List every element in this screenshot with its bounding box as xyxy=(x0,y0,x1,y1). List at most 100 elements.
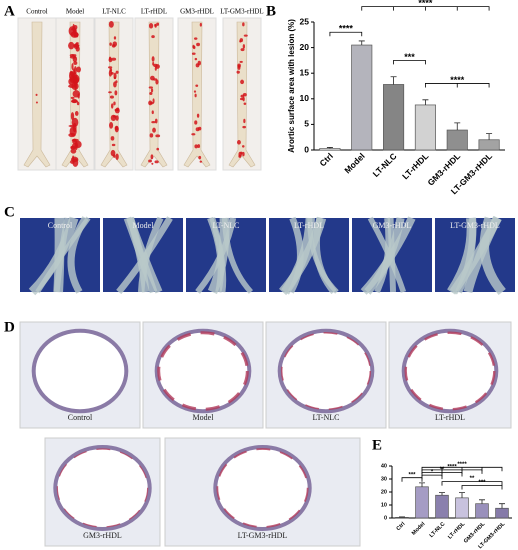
lesion xyxy=(71,82,79,91)
error-bar xyxy=(390,76,397,85)
photo-label: Model xyxy=(193,413,215,422)
lesion xyxy=(197,60,201,66)
lesion xyxy=(110,103,114,109)
plaque xyxy=(280,331,372,411)
lesion xyxy=(72,56,78,63)
error-bar xyxy=(358,40,365,46)
y-tick-label: 10 xyxy=(381,502,387,508)
significance-label: *** xyxy=(404,52,415,62)
lesion xyxy=(110,114,117,121)
lesion xyxy=(236,70,240,74)
y-tick-label: 25 xyxy=(300,16,310,26)
photo-label: GM3-rHDL xyxy=(373,221,412,230)
aorta xyxy=(100,21,128,168)
lesion xyxy=(115,153,119,160)
lesion xyxy=(75,46,80,52)
aorta xyxy=(228,21,256,168)
vessel xyxy=(123,216,158,294)
lesion xyxy=(152,98,155,104)
lesion xyxy=(72,23,75,32)
y-tick-label: 0 xyxy=(304,144,309,154)
lesion xyxy=(150,88,154,93)
lesion xyxy=(71,63,74,70)
photo-label: Control xyxy=(26,8,47,16)
x-tick-label: Ctrl xyxy=(317,151,334,168)
photo-label: Model xyxy=(66,8,84,16)
lesion xyxy=(243,118,246,124)
lesion xyxy=(194,93,197,98)
lesion xyxy=(73,61,78,65)
lesion xyxy=(199,22,202,27)
lesion xyxy=(242,145,245,148)
lesion xyxy=(196,42,201,47)
lesion xyxy=(76,101,80,106)
lesion xyxy=(242,22,245,27)
bar xyxy=(435,494,449,519)
lesion xyxy=(242,151,245,157)
lesion xyxy=(70,96,75,99)
lesion xyxy=(242,96,245,102)
vessel xyxy=(307,217,339,294)
vessel-wall xyxy=(31,328,129,414)
lesion xyxy=(151,56,155,62)
x-tick-label: LT-NLC xyxy=(429,521,447,539)
lesion xyxy=(156,22,160,26)
lesion xyxy=(151,35,155,39)
lesion xyxy=(191,133,196,136)
photo-label: LT-rHDL xyxy=(294,221,324,230)
error-bar xyxy=(422,99,429,105)
vessel-wall xyxy=(401,328,499,414)
lesion xyxy=(192,44,195,49)
bar xyxy=(319,148,341,151)
lesion xyxy=(114,125,119,133)
lesion xyxy=(237,63,241,68)
lesion xyxy=(109,67,113,72)
error-bar xyxy=(439,492,445,496)
photo-label: LT-rHDL xyxy=(141,8,167,16)
error-bar xyxy=(459,492,465,498)
lesion xyxy=(149,92,153,95)
lesion xyxy=(153,63,158,68)
lesion xyxy=(113,101,116,106)
lesion xyxy=(109,122,114,129)
significance-bracket xyxy=(329,31,363,37)
significance-bracket xyxy=(425,83,490,88)
lesion xyxy=(155,134,161,138)
photo-label: Model xyxy=(133,221,155,230)
lesion xyxy=(71,138,79,142)
lesion xyxy=(77,93,80,99)
lesion xyxy=(152,127,156,133)
photo-label: LT-GM3-rHDL xyxy=(220,8,263,16)
lesion xyxy=(75,42,79,45)
lesion xyxy=(70,146,73,149)
lesion xyxy=(70,112,75,121)
lesion xyxy=(151,162,154,165)
vessel xyxy=(35,216,91,294)
lesion xyxy=(154,118,158,124)
significance-bracket xyxy=(421,474,443,480)
bar xyxy=(455,497,469,519)
bar xyxy=(351,44,373,151)
lesion xyxy=(194,120,198,125)
vessel xyxy=(287,216,304,294)
lesion xyxy=(76,66,81,73)
plaque xyxy=(157,331,249,411)
lesion xyxy=(111,57,117,61)
y-tick-label: 20 xyxy=(300,42,310,52)
lesion xyxy=(74,111,79,116)
lesion xyxy=(243,34,248,37)
lesion xyxy=(109,42,112,46)
significance-bracket xyxy=(393,60,426,65)
lesion xyxy=(194,144,198,149)
photo-label: LT-GM3-rHDL xyxy=(450,221,500,230)
lesion xyxy=(72,158,79,167)
photo-label: Control xyxy=(68,413,93,422)
bar xyxy=(446,129,468,151)
y-tick-label: 40 xyxy=(381,463,387,469)
lesion xyxy=(113,36,117,40)
bar xyxy=(414,104,436,151)
x-tick-label: Model xyxy=(342,151,366,175)
lesion xyxy=(240,48,245,52)
lesion xyxy=(152,78,158,81)
photo-label: LT-NLC xyxy=(313,413,340,422)
